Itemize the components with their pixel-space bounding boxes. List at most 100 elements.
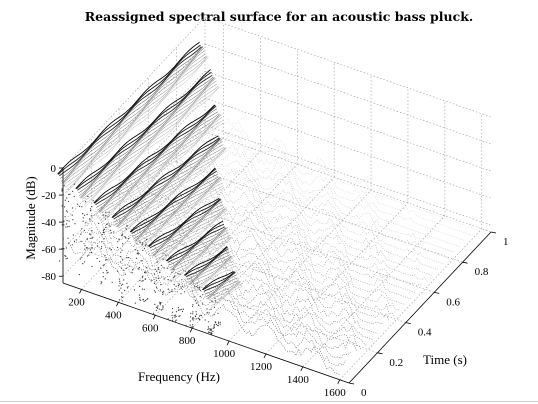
partial-track: [150, 199, 222, 251]
scatter-point: [133, 289, 136, 291]
partial-track: [75, 69, 211, 190]
partial-track: [209, 281, 242, 303]
scatter-point: [85, 201, 87, 203]
scatter-point: [182, 285, 184, 287]
scatter-point: [185, 324, 187, 326]
scatter-point: [69, 193, 71, 195]
partial-track: [111, 135, 219, 218]
scatter-point: [66, 219, 68, 222]
scatter-point: [211, 333, 213, 335]
partial-track: [115, 139, 222, 226]
scatter-point: [195, 315, 197, 317]
scatter-point: [116, 246, 119, 248]
partial-track: [133, 177, 220, 242]
grid-line: [62, 16, 206, 169]
partial-track: [114, 138, 222, 223]
grid-line: [204, 124, 492, 226]
scatter-point: [109, 225, 111, 227]
grid-line: [81, 138, 224, 290]
grid-line: [204, 131, 492, 233]
scatter-point: [171, 311, 174, 313]
noise-trace: [84, 221, 357, 351]
scatter-point: [73, 183, 76, 185]
partial-track: [205, 274, 237, 298]
scatter-point: [137, 250, 139, 252]
scatter-point: [159, 301, 161, 303]
scatter-point: [64, 255, 66, 257]
scatter-point: [206, 312, 208, 314]
scatter-point: [142, 298, 144, 301]
z-tick-label: -80: [41, 271, 56, 283]
scatter-point: [120, 251, 122, 253]
partial-track: [83, 86, 220, 205]
scatter-point: [87, 195, 89, 198]
scatter-point: [196, 286, 198, 288]
scatter-point: [102, 272, 104, 274]
scatter-point: [162, 258, 164, 260]
scatter-point: [138, 267, 140, 269]
scatter-point: [147, 297, 149, 300]
scatter-point: [173, 268, 175, 270]
partial-track: [204, 272, 237, 295]
scatter-point: [67, 226, 69, 228]
scatter-point: [213, 306, 216, 308]
partial-track: [136, 179, 222, 243]
scatter-point: [72, 234, 74, 236]
scatter-point: [126, 225, 128, 227]
partial-track: [166, 223, 225, 262]
scatter-point: [111, 281, 113, 283]
scatter-point: [146, 267, 148, 269]
scatter-point: [101, 241, 103, 243]
scatter-point: [139, 280, 141, 282]
partial-track: [174, 237, 232, 278]
scatter-point: [128, 257, 130, 259]
x-tick-mark: [263, 353, 267, 359]
partial-track: [184, 246, 228, 276]
scatter-point: [106, 272, 108, 274]
scatter-point: [217, 312, 219, 314]
scatter-point: [63, 224, 65, 226]
scatter-point: [82, 217, 84, 219]
scatter-point: [200, 295, 202, 297]
scatter-point: [61, 190, 63, 192]
scatter-point: [177, 307, 179, 309]
partial-track: [66, 57, 209, 193]
partial-track: [168, 227, 226, 266]
partial-track: [96, 108, 218, 208]
scatter-point: [163, 278, 165, 280]
partial-track: [79, 77, 215, 198]
scatter-point: [142, 275, 144, 277]
noise-trace: [111, 197, 384, 325]
scatter-point: [81, 228, 83, 230]
partial-track: [61, 48, 204, 184]
scatter-point: [136, 253, 138, 255]
scatter-point: [71, 244, 73, 246]
scatter-point: [101, 281, 103, 283]
scatter-point: [160, 264, 162, 266]
scatter-point: [78, 274, 80, 276]
y-axis-label: Time (s): [423, 352, 467, 367]
scatter-point: [68, 220, 70, 222]
partial-track: [118, 147, 226, 229]
noise-trace: [193, 116, 466, 242]
partial-track: [59, 46, 202, 177]
scatter-point: [171, 314, 173, 316]
scatter-point: [154, 303, 156, 305]
partial-track: [170, 227, 228, 271]
grid-line: [91, 252, 378, 354]
scatter-point: [136, 243, 138, 245]
partial-track: [208, 281, 241, 301]
x-tick-label: 1200: [250, 361, 273, 373]
noise-trace: [199, 114, 471, 236]
z-tick-label: 0: [51, 163, 57, 175]
scatter-point: [100, 267, 102, 269]
partial-track: [156, 210, 228, 263]
scatter-point: [167, 288, 169, 290]
scatter-point: [167, 279, 169, 281]
scatter-point: [204, 319, 206, 321]
scatter-point: [101, 233, 103, 236]
scatter-point: [107, 223, 109, 225]
partial-track: [98, 114, 220, 213]
partial-track: [186, 251, 230, 280]
scatter-point: [91, 247, 93, 249]
